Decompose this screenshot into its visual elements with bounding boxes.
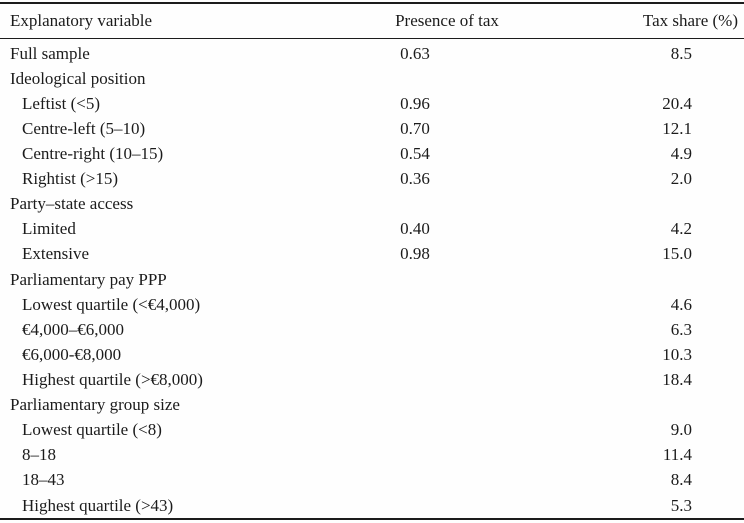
table-row: Lowest quartile (<8) 9.0 [0,418,744,443]
table-row: Lowest quartile (<€4,000) 4.6 [0,292,744,317]
presence-value: 0.54 [400,143,430,163]
table-row: €4,000–€6,000 6.3 [0,317,744,342]
row-label: Leftist (<5) [22,93,101,113]
share-value: 2.0 [670,169,692,189]
table-row: Full sample 0.63 8.5 [0,41,744,66]
presence-value: 0.96 [400,93,430,113]
row-label: Limited [22,219,76,239]
table-row: Leftist (<5) 0.96 20.4 [0,91,744,116]
row-label: Lowest quartile (<8) [22,420,162,440]
share-value: 4.2 [670,219,692,239]
share-value: 10.3 [662,344,692,364]
table-body: Full sample 0.63 8.5 Ideological positio… [0,39,744,520]
row-label: Highest quartile (>43) [22,495,174,515]
table-header-row: Explanatory variable Presence of tax Tax… [0,2,744,39]
section-header-row: Party–state access [0,192,744,217]
section-header-row: Ideological position [0,66,744,91]
row-label: Centre-right (10–15) [22,143,164,163]
share-value: 4.6 [670,294,692,314]
column-header-explanatory-variable: Explanatory variable [10,11,153,30]
section-label: Ideological position [10,68,146,88]
share-value: 5.3 [670,495,692,515]
section-label: Parliamentary pay PPP [10,269,167,289]
share-value: 15.0 [662,244,692,264]
row-label: Rightist (>15) [22,169,119,189]
section-header-row: Parliamentary pay PPP [0,267,744,292]
column-header-tax-share: Tax share (%) [642,11,738,30]
row-label: €6,000-€8,000 [22,344,122,364]
row-label: 8–18 [22,445,56,465]
table-row: Centre-left (5–10) 0.70 12.1 [0,116,744,141]
share-value: 20.4 [662,93,692,113]
share-value: 8.4 [670,470,692,490]
section-header-row: Parliamentary group size [0,393,744,418]
presence-value: 0.70 [400,118,430,138]
share-value: 8.5 [670,43,692,63]
row-label: Lowest quartile (<€4,000) [22,294,201,314]
table-row: Highest quartile (>€8,000) 18.4 [0,367,744,392]
section-label: Party–state access [10,194,134,214]
table-row: 18–43 8.4 [0,468,744,493]
row-label: €4,000–€6,000 [22,319,124,339]
share-value: 9.0 [670,420,692,440]
row-label: Centre-left (5–10) [22,118,146,138]
share-value: 18.4 [662,369,692,389]
table-row: Rightist (>15) 0.36 2.0 [0,167,744,192]
presence-value: 0.98 [400,244,430,264]
table-row: Limited 0.40 4.2 [0,217,744,242]
share-value: 12.1 [662,118,692,138]
table-row: Centre-right (10–15) 0.54 4.9 [0,141,744,166]
share-value: 4.9 [670,143,692,163]
share-value: 11.4 [662,445,692,465]
share-value: 6.3 [670,319,692,339]
presence-value: 0.40 [400,219,430,239]
column-header-presence-of-tax: Presence of tax [395,11,499,30]
presence-value: 0.63 [400,43,430,63]
table-row: Extensive 0.98 15.0 [0,242,744,267]
row-label: Extensive [22,244,90,264]
row-label: Highest quartile (>€8,000) [22,369,203,389]
section-label: Parliamentary group size [10,395,180,415]
table-row: Highest quartile (>43) 5.3 [0,493,744,518]
row-label: Full sample [10,43,90,63]
table-row: 8–18 11.4 [0,443,744,468]
presence-value: 0.36 [400,169,430,189]
row-label: 18–43 [22,470,65,490]
table-row: €6,000-€8,000 10.3 [0,342,744,367]
